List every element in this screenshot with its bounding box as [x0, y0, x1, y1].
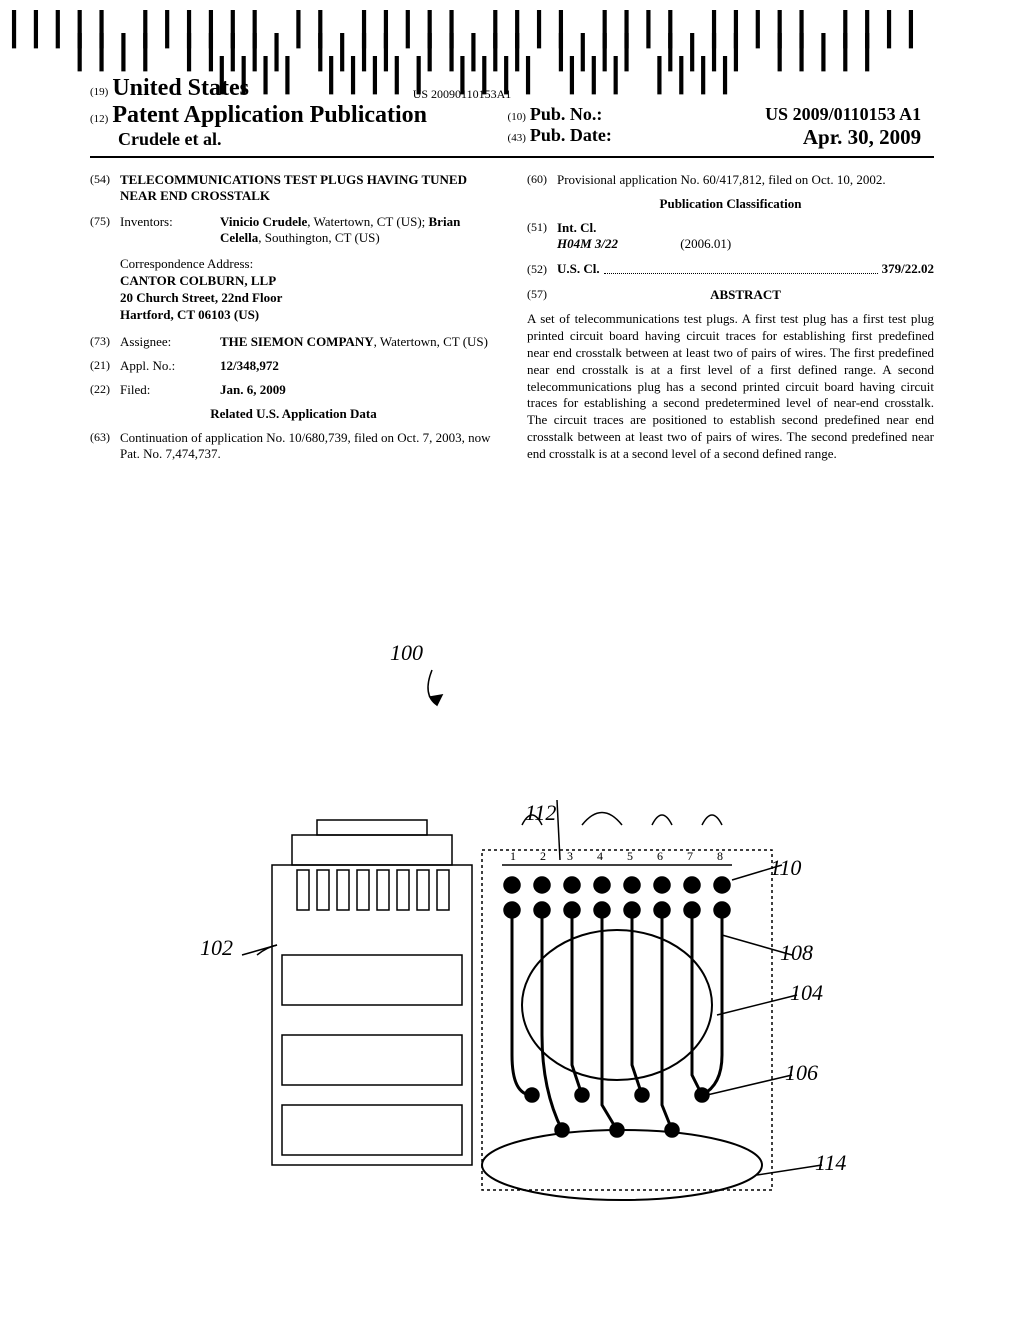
- int-cl-date: (2006.01): [680, 236, 731, 251]
- doc-type: Patent Application Publication: [112, 102, 427, 128]
- correspondence-label: Correspondence Address:: [120, 256, 497, 273]
- code-22: (22): [90, 382, 120, 398]
- pin-8: 8: [717, 849, 723, 863]
- provisional-text: Provisional application No. 60/417,812, …: [557, 172, 934, 188]
- code-52: (52): [527, 262, 557, 277]
- left-column: (54) TELECOMMUNICATIONS TEST PLUGS HAVIN…: [90, 172, 497, 470]
- code-10: (10): [508, 111, 526, 123]
- ref-106: 106: [785, 1060, 818, 1086]
- pin-3: 3: [567, 849, 573, 863]
- related-app-head: Related U.S. Application Data: [90, 406, 497, 422]
- abstract-head: ABSTRACT: [557, 287, 934, 303]
- pin-7: 7: [687, 849, 693, 863]
- ref-108: 108: [780, 940, 813, 966]
- dotted-leader: [604, 260, 878, 274]
- pin-5: 5: [627, 849, 633, 863]
- pin-1: 1: [510, 849, 516, 863]
- code-51: (51): [527, 220, 557, 252]
- assignee-label: Assignee:: [120, 334, 220, 350]
- code-60: (60): [527, 172, 557, 188]
- int-cl-code: H04M 3/22: [557, 236, 677, 252]
- pub-no: US 2009/0110153 A1: [765, 104, 921, 125]
- abstract-text: A set of telecommunications test plugs. …: [527, 311, 934, 463]
- ref-100: 100: [390, 640, 423, 666]
- pub-no-label: Pub. No.:: [530, 104, 603, 124]
- inventors-label: Inventors:: [120, 214, 220, 246]
- corr-line-3: Hartford, CT 06103 (US): [120, 307, 497, 324]
- code-54: (54): [90, 172, 120, 204]
- ref-110: 110: [770, 855, 801, 881]
- pin-6: 6: [657, 849, 663, 863]
- barcode-block: ||||| |||||| || ||||| |||| |||| ||||| ||…: [0, 15, 924, 102]
- figure-svg: 1 2 3 4 5 6 7 8: [162, 635, 862, 1235]
- pin-4: 4: [597, 849, 603, 863]
- corr-line-1: CANTOR COLBURN, LLP: [120, 273, 497, 290]
- appl-no-label: Appl. No.:: [120, 358, 220, 374]
- us-cl-value: 379/22.02: [882, 261, 934, 277]
- pub-class-head: Publication Classification: [527, 196, 934, 212]
- pin-2: 2: [540, 849, 546, 863]
- code-75: (75): [90, 214, 120, 246]
- assignee: THE SIEMON COMPANY, Watertown, CT (US): [220, 334, 497, 350]
- patent-figure: 1 2 3 4 5 6 7 8 100 102 112 110 108 104 …: [0, 635, 1024, 1240]
- right-column: (60) Provisional application No. 60/417,…: [527, 172, 934, 470]
- code-57: (57): [527, 287, 557, 303]
- ref-102: 102: [200, 935, 233, 961]
- code-12: (12): [90, 113, 108, 125]
- appl-no: 12/348,972: [220, 358, 497, 374]
- pub-date: Apr. 30, 2009: [803, 125, 921, 150]
- code-73: (73): [90, 334, 120, 350]
- barcode-graphic: ||||| |||||| || ||||| |||| |||| ||||| ||…: [0, 15, 924, 83]
- filed-label: Filed:: [120, 382, 220, 398]
- bibliographic-columns: (54) TELECOMMUNICATIONS TEST PLUGS HAVIN…: [90, 172, 934, 470]
- us-cl-label: U.S. Cl.: [557, 261, 600, 277]
- ref-114: 114: [815, 1150, 846, 1176]
- filed-date: Jan. 6, 2009: [220, 382, 497, 398]
- barcode-number: US 20090110153A1: [0, 87, 924, 102]
- ref-104: 104: [790, 980, 823, 1006]
- ref-112: 112: [525, 800, 556, 826]
- code-63: (63): [90, 430, 120, 462]
- author-line: Crudele et al.: [90, 129, 504, 150]
- inventors: Vinicio Crudele, Watertown, CT (US); Bri…: [220, 214, 497, 246]
- invention-title: TELECOMMUNICATIONS TEST PLUGS HAVING TUN…: [120, 172, 497, 204]
- code-43: (43): [508, 132, 526, 144]
- pub-date-label: Pub. Date:: [530, 125, 612, 145]
- continuation-text: Continuation of application No. 10/680,7…: [120, 430, 497, 462]
- code-21: (21): [90, 358, 120, 374]
- int-cl-label: Int. Cl.: [557, 220, 934, 236]
- corr-line-2: 20 Church Street, 22nd Floor: [120, 290, 497, 307]
